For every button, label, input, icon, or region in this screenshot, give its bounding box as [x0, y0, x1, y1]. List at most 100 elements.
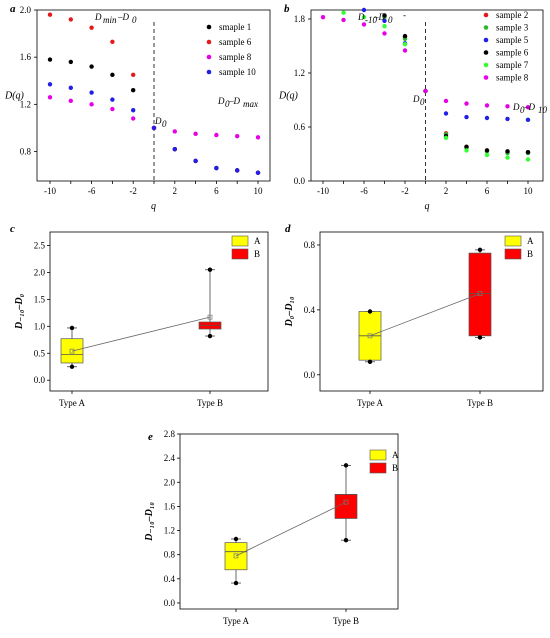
legend-swatch [369, 449, 387, 461]
data-point-sample-5 [382, 18, 387, 23]
min-point [343, 538, 349, 543]
annotation: –D [523, 102, 536, 112]
annotation: 0 [520, 105, 525, 115]
annotation: 10 [538, 105, 548, 115]
chart-c: 0.0 0.5 1.0 1.5 2.0 2.5 Type A Type B AB D₋₁₀–D₀ c [10, 223, 269, 408]
legend-swatch [231, 235, 249, 247]
legend-label: sample 2 [496, 10, 528, 20]
data-point-sample-6 [525, 150, 531, 155]
mean-marker [233, 553, 239, 559]
data-point-sample-8 [443, 98, 449, 104]
plot-frame [49, 231, 269, 392]
data-point-sample-10 [172, 146, 177, 152]
mean-connector-line [235, 501, 347, 557]
mean-connector-line [71, 316, 211, 352]
y-tick-label: 0.6 [294, 122, 306, 132]
data-point-sample-6 [402, 33, 408, 39]
box-B [468, 252, 492, 337]
data-point-sample-7 [525, 157, 531, 162]
data-point-smaple-1 [47, 57, 53, 62]
mean-marker [367, 333, 373, 339]
y-tick-label: 1.2 [164, 526, 175, 536]
data-point-sample-8 [214, 132, 219, 138]
mean-connector-line [369, 293, 481, 337]
mean-marker [207, 314, 213, 320]
legend-marker [483, 62, 489, 68]
data-point-sample-5 [464, 114, 469, 120]
max-point [477, 247, 483, 253]
x-tick-label: 10 [254, 186, 264, 196]
panel-letter: b [284, 3, 290, 15]
annotation: 0 [420, 97, 425, 107]
data-point-sample-6 [484, 148, 490, 153]
x-tick-label: -10 [317, 186, 329, 196]
annotation: –D [117, 12, 130, 22]
data-point-sample-6 [382, 13, 387, 18]
annotation: D [412, 94, 420, 104]
x-tick-label: -2 [401, 186, 409, 196]
data-point-sample-10 [47, 82, 53, 87]
data-point-sample-8 [89, 102, 94, 107]
data-point-sample-5 [443, 111, 449, 116]
y-tick-label: 0.8 [304, 240, 316, 250]
data-point-sample-10 [193, 158, 198, 164]
data-point-sample-6 [505, 149, 510, 154]
legend-label: sample 7 [496, 60, 529, 70]
y-tick-label: 2.8 [164, 429, 176, 439]
data-point-sample-10 [151, 125, 157, 131]
legend-label: A [392, 450, 399, 460]
min-point [367, 359, 373, 364]
y-tick-label: 0.4 [164, 574, 176, 584]
data-point-sample-7 [505, 155, 510, 160]
legend-label: sample 6 [496, 48, 529, 58]
data-point-sample-5 [361, 7, 367, 13]
annotation: -10 [365, 15, 377, 25]
min-point [233, 580, 239, 586]
annotation: D [357, 12, 365, 22]
y-tick-label: 0.8 [164, 550, 176, 560]
plot-frame [179, 433, 399, 610]
data-point-sample-6 [464, 144, 469, 149]
legend-marker [483, 25, 489, 30]
data-point-sample-8 [235, 133, 240, 139]
y-tick-label: 1.0 [34, 321, 46, 331]
max-point [69, 325, 75, 331]
x-axis-label: q [425, 201, 430, 212]
data-point-sample-8 [484, 103, 490, 108]
data-point-sample-7 [382, 24, 387, 29]
max-point [367, 309, 373, 314]
data-point-sample-8 [402, 48, 408, 53]
y-tick-label: 1.5 [34, 294, 46, 304]
chart-e: 0.0 0.4 0.8 1.2 1.6 2.0 2.4 2.8 Type A Type B AB D₋… [144, 429, 399, 626]
min-point [477, 335, 483, 340]
annotation: 0 [388, 15, 393, 25]
y-tick-label: 2.0 [20, 5, 32, 15]
data-point-sample-6 [89, 25, 94, 30]
x-tick-label: 10 [524, 186, 534, 196]
plot-frame [36, 9, 271, 182]
data-point-sample-6 [68, 17, 74, 22]
y-tick-label: 1.2 [294, 68, 305, 78]
legend-marker [483, 12, 489, 18]
annotation: min [103, 15, 117, 25]
legend-label: sample 5 [496, 35, 529, 45]
box-B [334, 493, 358, 519]
y-tick-label: 0.0 [304, 370, 316, 380]
max-point [207, 267, 213, 272]
data-point-sample-7 [443, 135, 449, 140]
y-tick-label: 0.0 [164, 598, 176, 608]
annotation: 0 [132, 15, 137, 25]
legend-label: smaple 1 [219, 22, 251, 32]
annotation: D [154, 116, 162, 126]
y-tick-label: 2.0 [34, 267, 46, 277]
data-point-sample-10 [214, 165, 219, 171]
legend-label: sample 3 [496, 23, 529, 33]
data-point-sample-8 [505, 104, 510, 109]
x-tick-label: -6 [360, 186, 368, 196]
data-point-smaple-1 [110, 72, 115, 78]
legend-label: B [527, 249, 533, 259]
legend-label: sample 8 [496, 73, 529, 83]
x-category-label: Type A [357, 398, 384, 408]
x-category-label: Type A [59, 398, 86, 408]
y-tick-label: 0.0 [34, 375, 46, 385]
